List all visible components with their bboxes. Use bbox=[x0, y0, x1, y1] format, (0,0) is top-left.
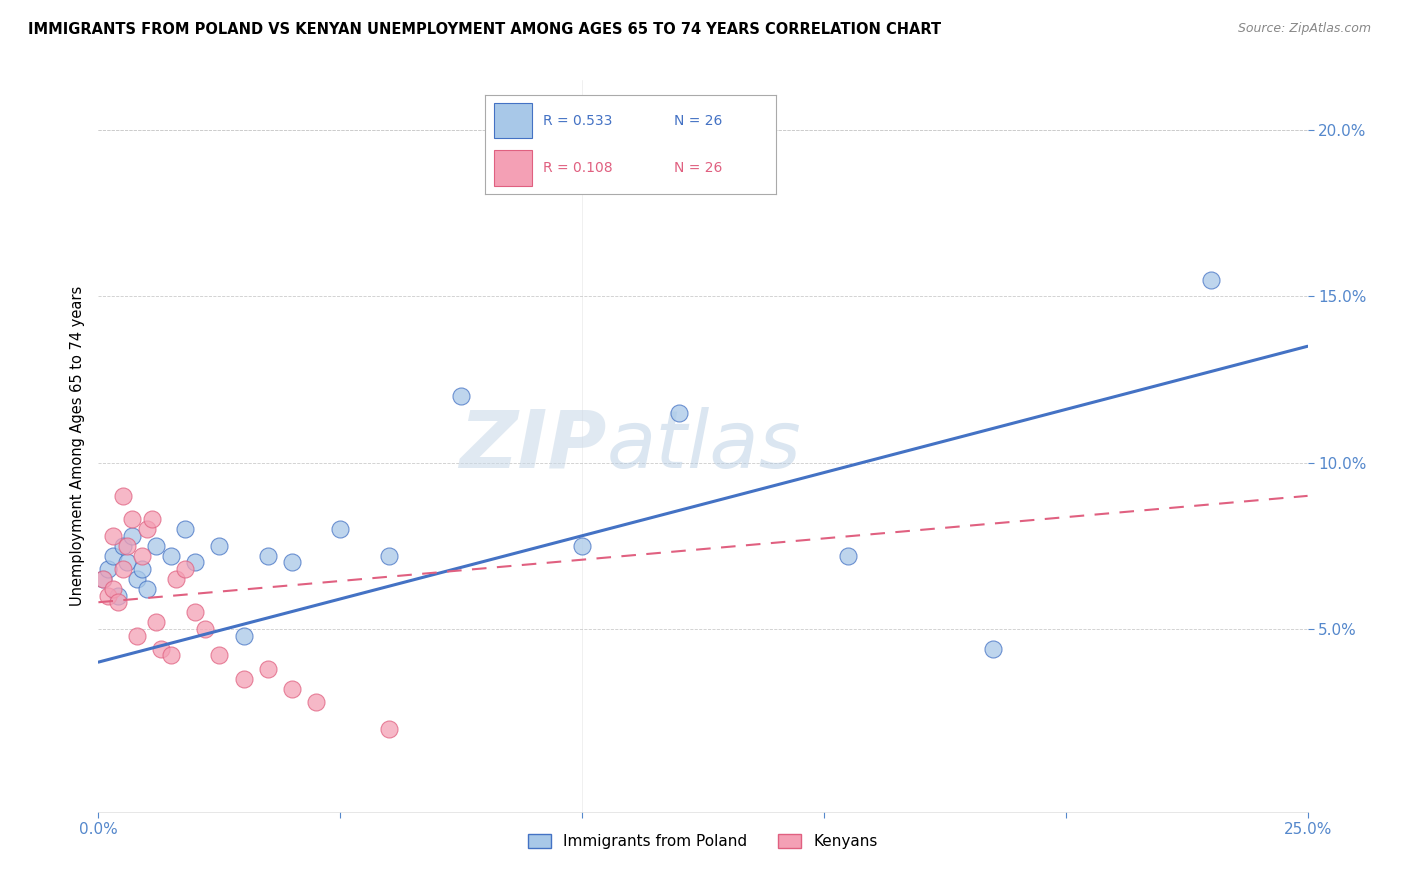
Point bbox=[571, 539, 593, 553]
Point bbox=[121, 512, 143, 526]
Point bbox=[377, 549, 399, 563]
Point bbox=[305, 695, 328, 709]
Point bbox=[97, 589, 120, 603]
Point bbox=[121, 529, 143, 543]
Point bbox=[377, 722, 399, 736]
Point bbox=[150, 641, 173, 656]
Point bbox=[281, 555, 304, 569]
Point bbox=[141, 512, 163, 526]
Point bbox=[160, 549, 183, 563]
Point bbox=[117, 539, 139, 553]
Point bbox=[256, 662, 278, 676]
Point bbox=[127, 572, 149, 586]
Point bbox=[111, 539, 134, 553]
Point bbox=[837, 549, 859, 563]
Point bbox=[668, 406, 690, 420]
Point bbox=[135, 522, 157, 536]
Point bbox=[194, 622, 217, 636]
Text: Source: ZipAtlas.com: Source: ZipAtlas.com bbox=[1237, 22, 1371, 36]
Point bbox=[91, 572, 114, 586]
Point bbox=[101, 529, 124, 543]
Point bbox=[127, 628, 149, 642]
Point bbox=[1199, 273, 1222, 287]
Point bbox=[107, 589, 129, 603]
Point bbox=[107, 595, 129, 609]
Legend: Immigrants from Poland, Kenyans: Immigrants from Poland, Kenyans bbox=[522, 828, 884, 855]
Point bbox=[208, 648, 231, 663]
Point bbox=[232, 628, 254, 642]
Point bbox=[145, 539, 167, 553]
Point bbox=[232, 672, 254, 686]
Point bbox=[91, 572, 114, 586]
Point bbox=[101, 582, 124, 596]
Text: IMMIGRANTS FROM POLAND VS KENYAN UNEMPLOYMENT AMONG AGES 65 TO 74 YEARS CORRELAT: IMMIGRANTS FROM POLAND VS KENYAN UNEMPLO… bbox=[28, 22, 941, 37]
Point bbox=[135, 582, 157, 596]
Point bbox=[97, 562, 120, 576]
Point bbox=[184, 555, 207, 569]
Point bbox=[208, 539, 231, 553]
Point bbox=[131, 562, 153, 576]
Y-axis label: Unemployment Among Ages 65 to 74 years: Unemployment Among Ages 65 to 74 years bbox=[69, 285, 84, 607]
Text: ZIP: ZIP bbox=[458, 407, 606, 485]
Point bbox=[117, 555, 139, 569]
Point bbox=[329, 522, 352, 536]
Point bbox=[281, 681, 304, 696]
Point bbox=[981, 641, 1004, 656]
Point bbox=[111, 562, 134, 576]
Point bbox=[145, 615, 167, 630]
Point bbox=[160, 648, 183, 663]
Point bbox=[165, 572, 187, 586]
Text: atlas: atlas bbox=[606, 407, 801, 485]
Point bbox=[184, 605, 207, 619]
Point bbox=[256, 549, 278, 563]
Point bbox=[450, 389, 472, 403]
Point bbox=[174, 562, 197, 576]
Point bbox=[101, 549, 124, 563]
Point bbox=[131, 549, 153, 563]
Point bbox=[174, 522, 197, 536]
Point bbox=[111, 489, 134, 503]
